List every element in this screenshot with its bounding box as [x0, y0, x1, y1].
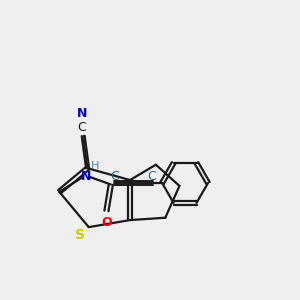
Text: H: H: [91, 161, 99, 171]
Text: N: N: [76, 107, 87, 120]
Text: O: O: [101, 216, 112, 229]
Text: C: C: [148, 170, 156, 183]
Text: S: S: [75, 228, 85, 242]
Text: C: C: [111, 170, 119, 183]
Text: N: N: [81, 170, 91, 183]
Text: C: C: [77, 121, 86, 134]
